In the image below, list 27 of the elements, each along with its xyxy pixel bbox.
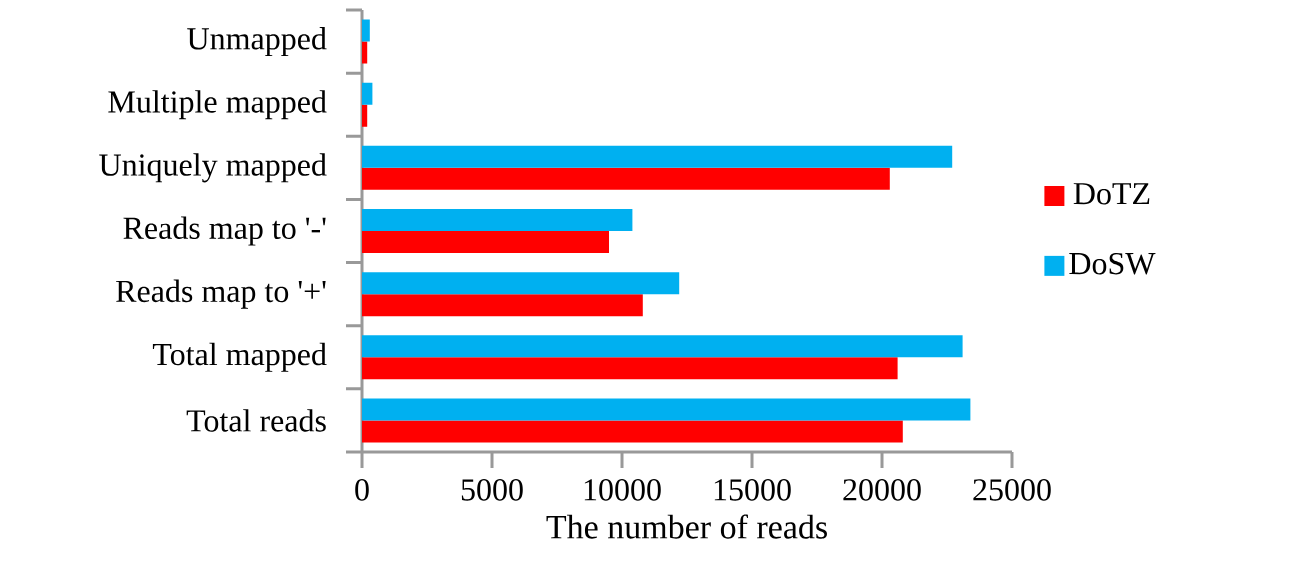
x-tick-label: 10000 — [584, 479, 661, 501]
bar — [362, 398, 971, 421]
bar — [362, 230, 609, 253]
x-tick-label: 5000 — [461, 479, 523, 501]
y-tick-label: Unmapped — [187, 27, 327, 57]
x-tick-label: 0 — [355, 479, 369, 501]
bar — [362, 335, 963, 358]
legend-label: DoSW — [1069, 252, 1156, 275]
bar — [362, 420, 903, 443]
bar — [362, 167, 890, 190]
y-tick-label: Uniquely mapped — [99, 153, 327, 183]
x-tick-label: 15000 — [714, 479, 791, 501]
legend-label: DoTZ — [1073, 183, 1150, 205]
y-tick-label: Total mapped — [152, 342, 327, 372]
bar — [362, 357, 898, 380]
bar — [362, 19, 370, 42]
x-tick-label: 25000 — [973, 479, 1051, 501]
x-tick-label: 20000 — [843, 479, 921, 501]
bar — [362, 294, 643, 317]
y-tick-label: Reads map to '-' — [123, 216, 326, 246]
bar — [362, 272, 680, 295]
y-tick-label: Total reads — [186, 409, 326, 432]
bar — [362, 209, 633, 231]
y-tick-label: Multiple mapped — [108, 90, 327, 120]
y-tick-label: Reads map to '+' — [116, 279, 326, 309]
x-axis-title: The number of reads — [546, 514, 827, 539]
bar — [362, 145, 953, 168]
